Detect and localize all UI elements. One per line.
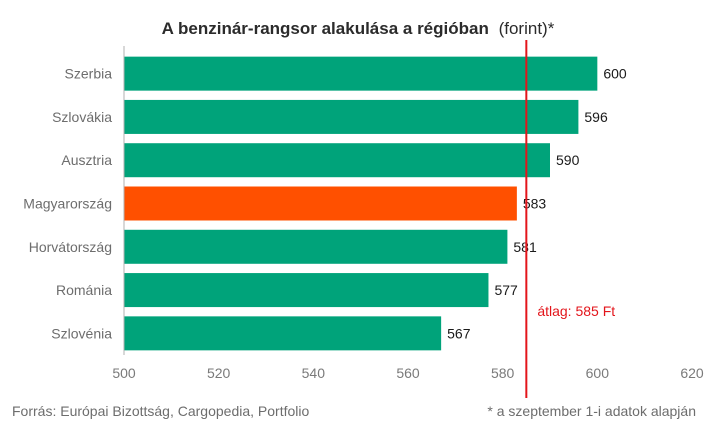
x-tick-label: 620 <box>680 365 704 381</box>
value-label: 581 <box>513 239 537 255</box>
chart-title: A benzinár-rangsor alakulása a régióban … <box>162 19 555 38</box>
bar-Románia <box>124 273 489 308</box>
category-label: Szlovénia <box>51 325 112 341</box>
chart-title-main: A benzinár-rangsor alakulása a régióban <box>162 19 489 38</box>
average-label: átlag: 585 Ft <box>537 303 615 319</box>
bar-Magyarország <box>124 186 517 221</box>
x-tick-label: 540 <box>302 365 326 381</box>
value-label: 600 <box>603 66 627 82</box>
labels-layer: Szerbia 600 Szlovákia 596 Ausztria 590 Magyaro… <box>23 66 627 342</box>
value-label: 596 <box>584 109 608 125</box>
bar-Horvátország <box>124 229 508 264</box>
value-label: 590 <box>556 152 580 168</box>
bar-Szlovákia <box>124 99 579 134</box>
chart-title-unit: (forint)* <box>499 19 555 38</box>
x-tick-label: 560 <box>396 365 420 381</box>
x-tick-label: 500 <box>112 365 136 381</box>
category-label: Szlovákia <box>52 109 112 125</box>
category-label: Magyarország <box>23 196 112 212</box>
value-label: 583 <box>523 196 547 212</box>
bar-Szlovénia <box>124 316 442 351</box>
x-tick-label: 600 <box>586 365 610 381</box>
category-label: Horvátország <box>29 239 112 255</box>
category-label: Ausztria <box>61 152 112 168</box>
bars-layer <box>124 56 598 351</box>
bar-Szerbia <box>124 56 598 91</box>
category-label: Románia <box>56 282 112 298</box>
source-note: Forrás: Európai Bizottság, Cargopedia, P… <box>12 403 309 419</box>
x-tick-label: 520 <box>207 365 231 381</box>
footnote: * a szeptember 1-i adatok alapján <box>487 403 696 419</box>
value-label: 577 <box>494 282 518 298</box>
bar-Ausztria <box>124 143 550 178</box>
x-axis-ticks: 500 520 540 560 580 600 620 <box>112 365 704 381</box>
category-label: Szerbia <box>65 66 113 82</box>
x-tick-label: 580 <box>491 365 515 381</box>
value-label: 567 <box>447 325 471 341</box>
